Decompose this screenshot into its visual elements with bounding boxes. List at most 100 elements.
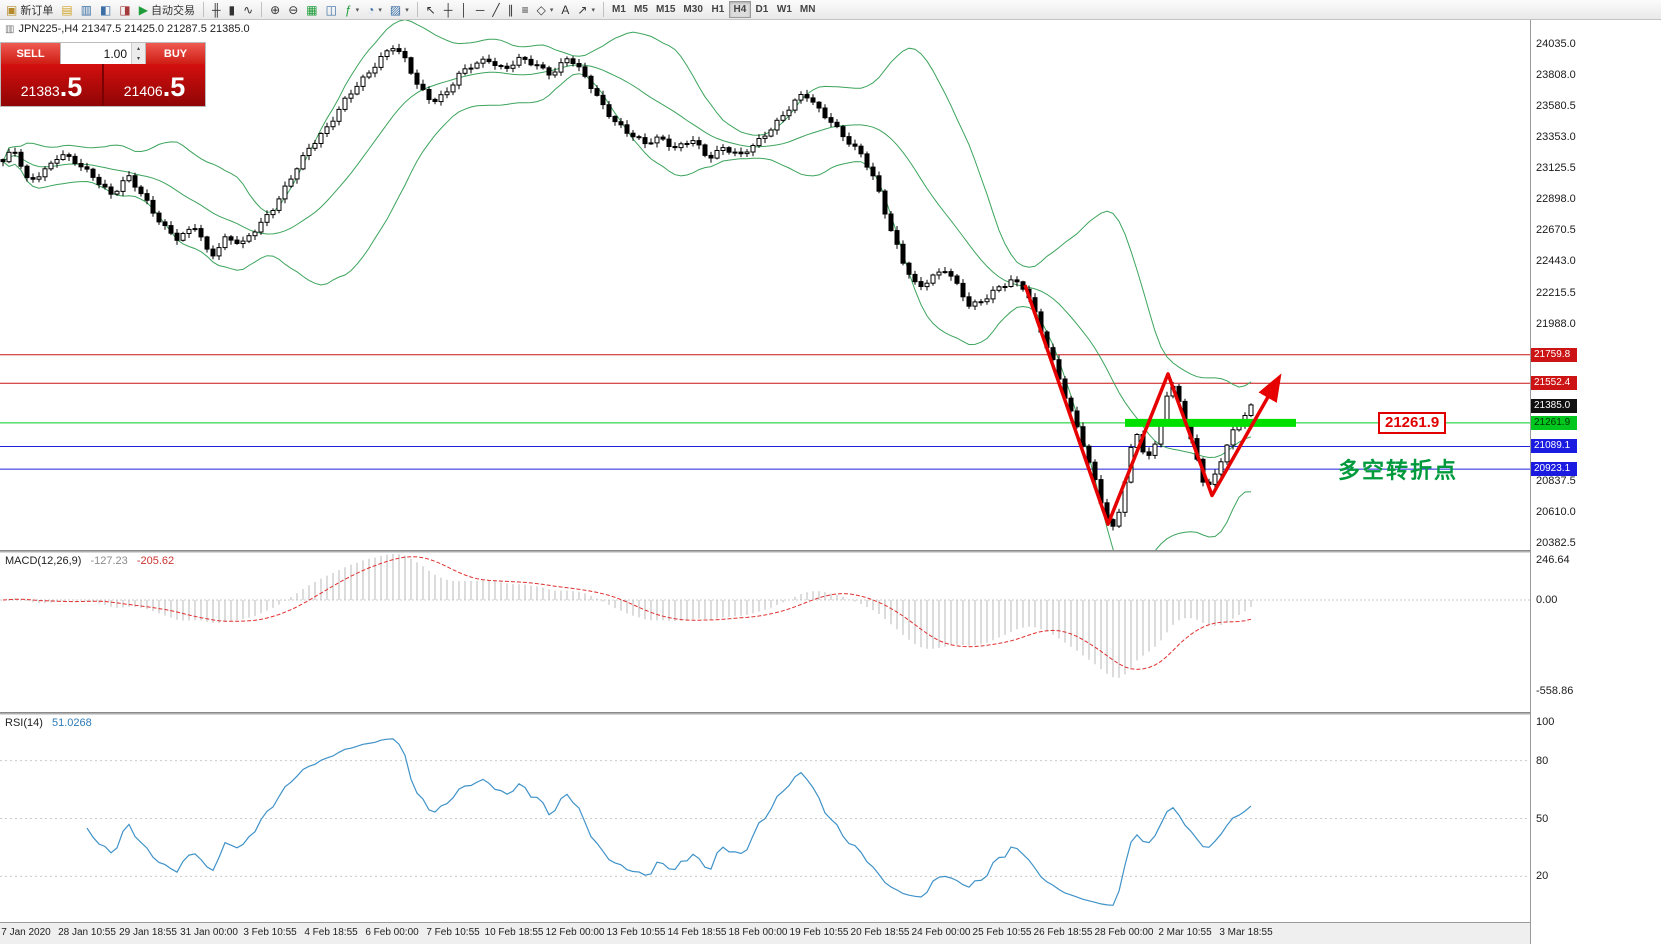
text-label-icon: A xyxy=(561,2,570,17)
support-price-label[interactable]: 21261.9 xyxy=(1378,411,1447,434)
shapes-button[interactable]: ◇ ▾ xyxy=(533,1,558,19)
data-window-button[interactable]: ▥ xyxy=(77,1,96,19)
auto-arrange-button[interactable]: ◫ xyxy=(322,1,341,19)
crosshair-button[interactable]: ┼ xyxy=(440,1,457,19)
price-axis-label: 20382.5 xyxy=(1536,537,1576,549)
macd-axis-label: -558.86 xyxy=(1536,684,1574,697)
chart-canvas[interactable] xyxy=(0,20,1661,944)
panel-separator[interactable] xyxy=(0,550,1661,553)
tile-windows-button[interactable]: ▦ xyxy=(302,1,321,19)
autotrading-button[interactable]: ▶ 自动交易 xyxy=(135,1,199,19)
toolbar-separator xyxy=(202,2,204,17)
toolbar-separator xyxy=(261,2,263,17)
candlestick-chart-button[interactable]: ▮ xyxy=(224,1,239,19)
navigator-button[interactable]: ◧ xyxy=(96,1,115,19)
time-axis-label: 13 Feb 10:55 xyxy=(606,927,666,938)
rsi-label: RSI(14) xyxy=(5,717,43,729)
timeframe-d1-button[interactable]: D1 xyxy=(755,4,769,15)
horizontal-line-button[interactable]: ─ xyxy=(472,1,489,19)
volume-field[interactable]: 1.00 ▴ ▾ xyxy=(60,43,146,64)
crosshair-icon: ┼ xyxy=(443,2,453,17)
chart-ohlc-text: JPN225-,H4 21347.5 21425.0 21287.5 21385… xyxy=(18,23,250,35)
templates-button[interactable]: ▨ ▾ xyxy=(386,1,413,19)
macd-axis-label: 0.00 xyxy=(1536,594,1558,606)
price-axis-label: 23808.0 xyxy=(1536,69,1576,81)
cursor-arrow-icon: ↖ xyxy=(425,2,436,17)
dropdown-arrow-icon: ▾ xyxy=(378,6,382,14)
time-axis-label: 14 Feb 18:55 xyxy=(667,927,727,938)
autotrading-button-label: 自动交易 xyxy=(150,4,195,17)
price-marker: 21385.0 xyxy=(1531,399,1577,414)
sell-button[interactable]: SELL xyxy=(1,43,60,64)
timeframe-w1-button[interactable]: W1 xyxy=(776,4,792,15)
time-axis-label: 7 Jan 2020 xyxy=(1,927,51,938)
chart-title: ▥ JPN225-,H4 21347.5 21425.0 21287.5 213… xyxy=(5,23,250,35)
fibonacci-icon: ≡ xyxy=(521,2,529,17)
navigator-icon: ◧ xyxy=(100,2,112,17)
timeframe-h4-button[interactable]: H4 xyxy=(728,1,751,18)
timeframe-m15-button[interactable]: M15 xyxy=(655,4,676,15)
buy-price-main: 21406 xyxy=(123,83,163,99)
bar-chart-button[interactable]: ╫ xyxy=(208,1,225,19)
periods-button[interactable]: ◔ ▾ xyxy=(363,1,386,19)
zoom-in-button[interactable]: ⊕ xyxy=(266,1,284,19)
macd-main-value: -127.23 xyxy=(90,555,128,567)
rsi-layer xyxy=(0,738,1530,906)
time-axis-label: 19 Feb 10:55 xyxy=(789,927,849,938)
macd-signal-value: -205.62 xyxy=(136,555,175,567)
market-watch-button[interactable]: ▤ xyxy=(57,1,76,19)
rsi-axis-label: 20 xyxy=(1536,870,1549,883)
time-axis-label: 18 Feb 00:00 xyxy=(728,927,788,938)
time-axis-label: 12 Feb 00:00 xyxy=(545,927,605,938)
rsi-header: RSI(14) 51.0268 xyxy=(5,717,92,729)
zoom-out-icon: ⊖ xyxy=(288,2,299,17)
macd-label: MACD(12,26,9) xyxy=(5,555,82,567)
timeframe-h1-button[interactable]: H1 xyxy=(711,4,725,15)
vertical-line-button[interactable]: │ xyxy=(456,1,472,19)
sell-price-button[interactable]: 21383 .5 xyxy=(1,64,102,106)
terminal-button[interactable]: ◨ xyxy=(115,1,134,19)
buy-price-frac: .5 xyxy=(162,72,186,102)
tile-windows-icon: ▦ xyxy=(306,2,318,17)
arrow-marker-icon: ↗ xyxy=(577,2,588,17)
ohlc-bars-icon: ╫ xyxy=(211,2,221,17)
zoom-out-button[interactable]: ⊖ xyxy=(284,1,302,19)
rsi-axis-label: 80 xyxy=(1536,754,1549,767)
rsi-value: 51.0268 xyxy=(51,717,92,729)
buy-price-button[interactable]: 21406 .5 xyxy=(104,64,205,106)
time-axis-label: 31 Jan 00:00 xyxy=(180,927,238,938)
volume-increase-button[interactable]: ▴ xyxy=(132,43,145,54)
new-order-button[interactable]: ▣ 新订单 xyxy=(2,1,57,19)
text-button[interactable]: A xyxy=(557,1,573,19)
turning-point-note[interactable]: 多空转折点 xyxy=(1338,458,1459,483)
timeframe-mn-button[interactable]: MN xyxy=(799,4,816,15)
one-click-trading-panel: SELL 1.00 ▴ ▾ BUY 21383 .5 21406 .5 xyxy=(0,42,206,107)
volume-value[interactable]: 1.00 xyxy=(103,46,127,61)
volume-decrease-button[interactable]: ▾ xyxy=(132,53,145,64)
panel-separator[interactable] xyxy=(0,712,1661,715)
time-axis-label: 10 Feb 18:55 xyxy=(484,927,544,938)
time-axis-label: 25 Feb 10:55 xyxy=(972,927,1032,938)
channel-button[interactable]: ∥ xyxy=(504,1,518,19)
template-icon: ▨ xyxy=(389,2,402,17)
price-axis-label: 22443.0 xyxy=(1536,255,1576,268)
cursor-button[interactable]: ↖ xyxy=(422,1,440,19)
timeframe-m30-button[interactable]: M30 xyxy=(683,4,703,15)
timeframe-m1-button[interactable]: M1 xyxy=(612,4,626,15)
indicators-button[interactable]: ƒ ▾ xyxy=(341,1,363,19)
timeframe-m5-button[interactable]: M5 xyxy=(634,4,648,15)
dropdown-arrow-icon: ▾ xyxy=(549,6,554,14)
arrows-button[interactable]: ↗ ▾ xyxy=(573,1,599,19)
line-chart-icon: ∿ xyxy=(243,2,254,17)
buy-button[interactable]: BUY xyxy=(146,43,205,64)
time-axis-label: 26 Feb 18:55 xyxy=(1033,927,1093,938)
fibonacci-button[interactable]: ≡ xyxy=(518,1,533,19)
data-window-icon: ▥ xyxy=(80,2,93,17)
time-axis[interactable]: 7 Jan 2020 28 Jan 10:55 29 Jan 18:55 31 Jan… xyxy=(0,922,1661,944)
time-axis-label: 29 Jan 18:55 xyxy=(119,927,177,938)
trendline-button[interactable]: ╱ xyxy=(488,1,503,19)
annotation-layer xyxy=(1023,284,1296,526)
sell-price-frac: .5 xyxy=(59,72,83,102)
line-chart-button[interactable]: ∿ xyxy=(239,1,257,19)
price-axis[interactable]: 24035.0 23808.0 23580.5 23353.0 23125.5 22898… xyxy=(1530,20,1661,944)
